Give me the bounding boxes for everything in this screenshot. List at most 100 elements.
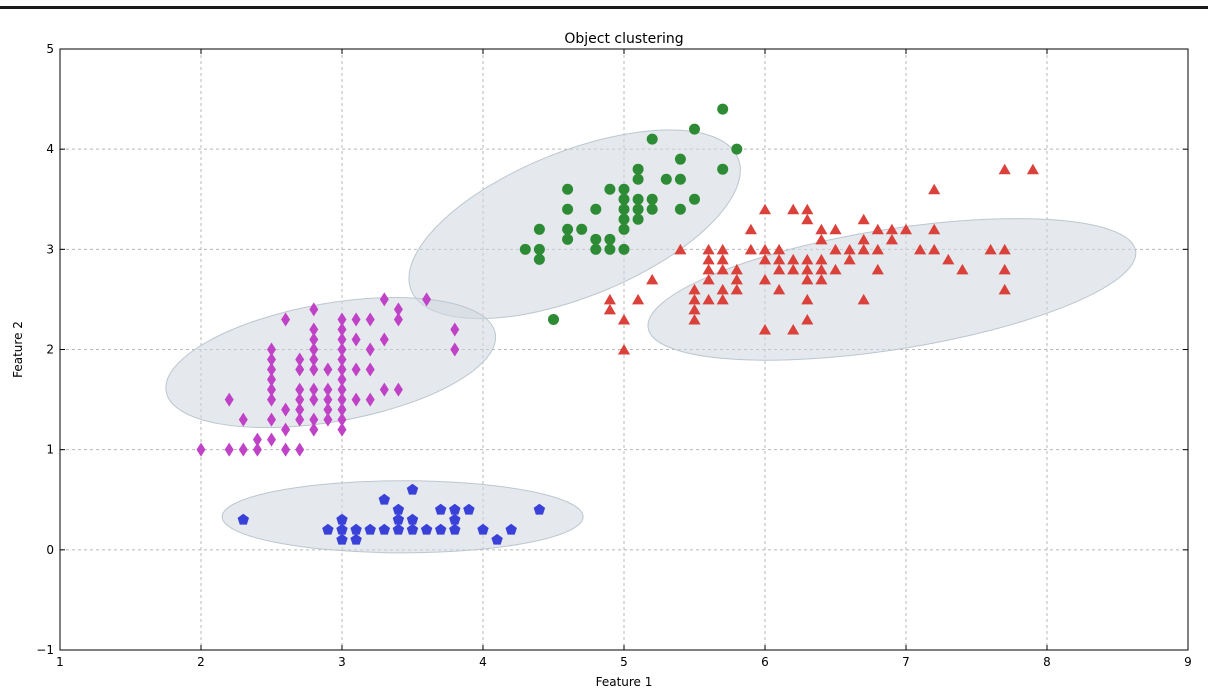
point-triangle <box>801 273 814 285</box>
point-pentagon <box>491 533 503 545</box>
x-tick-label: 5 <box>620 655 628 669</box>
point-triangle <box>787 263 800 275</box>
point-diamond <box>252 432 262 447</box>
point-circle <box>562 233 574 245</box>
point-triangle <box>702 243 715 255</box>
point-triangle <box>801 313 814 325</box>
point-circle <box>674 203 686 215</box>
point-circle <box>562 183 574 195</box>
point-pentagon <box>378 523 391 535</box>
point-triangle <box>702 253 715 265</box>
point-triangle <box>885 233 898 245</box>
point-diamond <box>267 362 276 377</box>
point-circle <box>618 213 630 225</box>
point-triangle <box>857 233 870 245</box>
point-pentagon <box>392 523 405 535</box>
point-diamond <box>309 392 319 407</box>
point-diamond <box>309 342 319 357</box>
point-triangle <box>730 273 743 285</box>
point-pentagon <box>237 513 250 525</box>
point-diamond <box>295 412 305 427</box>
point-circle <box>533 253 545 265</box>
point-circle <box>562 223 574 235</box>
point-triangle <box>787 323 800 335</box>
point-circle <box>576 223 588 235</box>
point-triangle <box>871 263 884 275</box>
point-diamond <box>309 412 319 427</box>
point-triangle <box>942 253 955 265</box>
point-triangle <box>617 344 631 355</box>
point-triangle <box>787 253 800 265</box>
point-diamond <box>295 362 305 377</box>
point-pentagon <box>505 523 517 535</box>
point-pentagon <box>406 523 419 535</box>
point-triangle <box>928 243 941 255</box>
point-diamond <box>337 352 347 367</box>
point-diamond <box>393 302 403 317</box>
point-triangle <box>815 233 828 245</box>
cluster-ellipses <box>165 129 1137 554</box>
point-diamond <box>309 322 319 337</box>
x-tick-label: 3 <box>338 655 346 669</box>
point-circle <box>689 123 700 135</box>
point-triangle <box>928 223 941 235</box>
point-pentagon <box>364 523 376 535</box>
x-tick-label: 8 <box>1043 655 1051 669</box>
point-diamond <box>309 382 319 397</box>
point-triangle <box>773 263 786 275</box>
point-diamond <box>450 322 460 337</box>
point-triangle <box>758 253 772 265</box>
point-circle <box>632 213 644 225</box>
point-diamond <box>309 362 319 377</box>
point-pentagon <box>533 503 546 515</box>
point-triangle <box>702 263 715 275</box>
y-axis-title: Feature 2 <box>11 321 25 378</box>
point-diamond <box>267 432 276 447</box>
point-triangle <box>603 303 616 315</box>
x-axis-title: Feature 1 <box>596 675 653 689</box>
point-diamond <box>379 332 389 347</box>
point-diamond <box>351 312 361 327</box>
point-circle <box>590 203 602 215</box>
point-triangle <box>702 293 715 305</box>
point-pentagon <box>406 513 419 525</box>
point-diamond <box>309 422 319 437</box>
point-triangle <box>617 313 631 325</box>
point-diamond <box>365 392 375 407</box>
point-triangle <box>688 293 701 305</box>
point-circle <box>632 163 644 175</box>
point-diamond <box>281 312 291 327</box>
point-triangle <box>928 183 941 195</box>
point-diamond <box>337 382 347 397</box>
point-triangle <box>730 283 743 295</box>
point-diamond <box>337 362 347 377</box>
point-diamond <box>337 402 347 417</box>
x-tick-label: 6 <box>761 655 769 669</box>
cluster-ellipse-4 <box>221 480 584 554</box>
point-triangle <box>744 243 757 255</box>
point-triangle <box>843 243 856 255</box>
point-diamond <box>450 342 460 357</box>
cluster-ellipse-2 <box>647 218 1137 361</box>
x-tick-label: 9 <box>1184 655 1192 669</box>
point-circle <box>548 313 559 325</box>
point-triangle <box>632 293 645 305</box>
point-diamond <box>252 442 262 457</box>
point-circle <box>632 203 644 215</box>
point-pentagon <box>463 503 475 515</box>
point-circle <box>604 233 616 245</box>
point-pentagon <box>392 513 405 525</box>
point-circle <box>674 153 686 165</box>
point-triangle <box>899 223 913 235</box>
point-triangle <box>744 223 757 235</box>
point-circle <box>660 173 672 185</box>
point-triangle <box>871 243 884 255</box>
point-triangle <box>857 243 870 255</box>
point-triangle <box>843 253 856 265</box>
point-diamond <box>323 402 333 417</box>
point-triangle <box>801 263 814 275</box>
point-triangle <box>716 263 729 275</box>
point-diamond <box>323 362 333 377</box>
point-diamond <box>323 382 333 397</box>
